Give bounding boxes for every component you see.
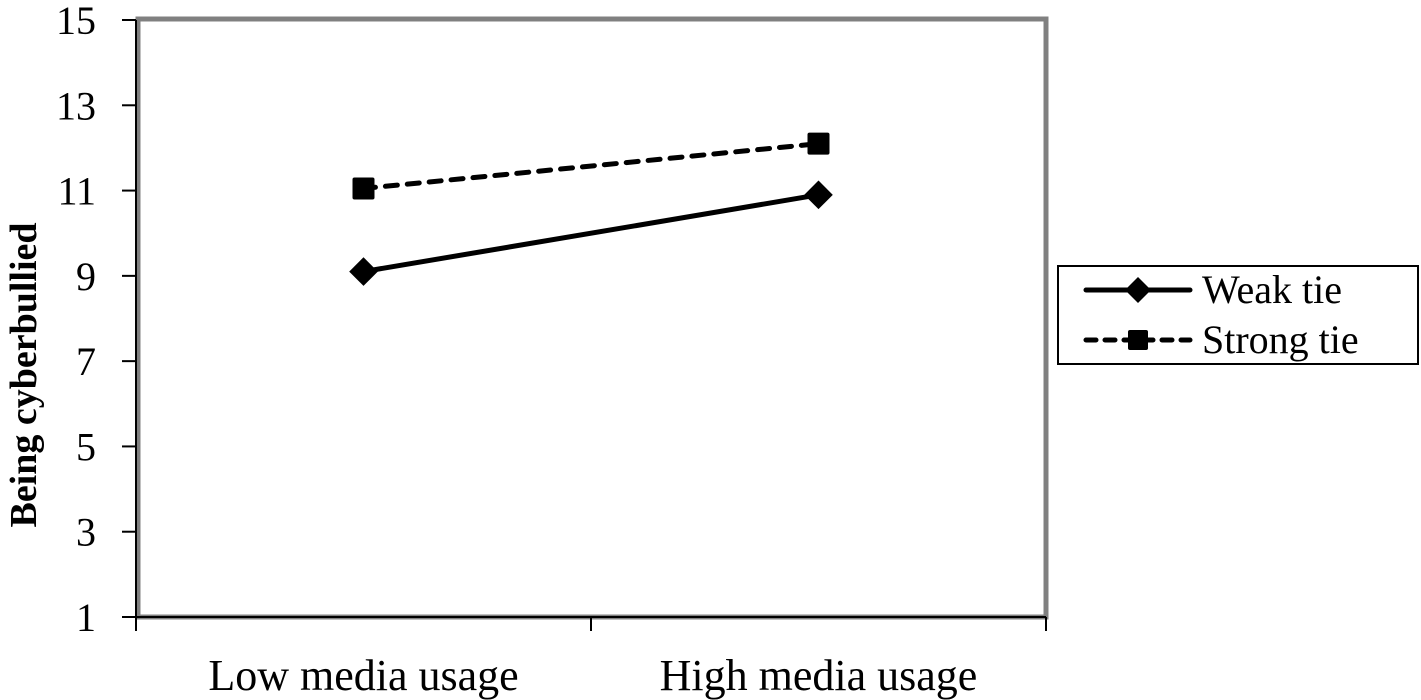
y-tick-label: 3 bbox=[76, 510, 96, 555]
series-layer bbox=[349, 132, 833, 286]
legend-item: Weak tie bbox=[1083, 267, 1342, 312]
diamond-marker bbox=[1125, 277, 1151, 303]
y-tick-label: 11 bbox=[57, 169, 96, 214]
x-category-label: High media usage bbox=[660, 651, 978, 700]
y-tick-label: 15 bbox=[56, 0, 96, 43]
series-weak-tie bbox=[349, 180, 833, 286]
y-tick-label: 9 bbox=[76, 254, 96, 299]
legend-label: Strong tie bbox=[1202, 317, 1359, 362]
y-tick-label: 1 bbox=[76, 595, 96, 640]
square-marker bbox=[807, 132, 830, 155]
x-axis: Low media usage High media usage bbox=[135, 616, 1047, 700]
y-tick-label: 7 bbox=[76, 339, 96, 384]
square-marker bbox=[352, 177, 375, 200]
x-category-label: Low media usage bbox=[208, 651, 518, 700]
legend: Weak tie Strong tie bbox=[1057, 265, 1419, 365]
legend-label: Weak tie bbox=[1202, 267, 1342, 312]
square-marker bbox=[1128, 330, 1148, 350]
series-strong-tie bbox=[352, 132, 830, 200]
y-axis-label: Being cyberbullied bbox=[3, 222, 45, 527]
diamond-marker bbox=[804, 180, 833, 210]
y-tick-label: 5 bbox=[76, 424, 96, 469]
y-tick-label: 13 bbox=[56, 83, 96, 128]
plot-area bbox=[135, 16, 1049, 620]
legend-item: Strong tie bbox=[1083, 317, 1359, 362]
diamond-marker bbox=[349, 257, 378, 286]
